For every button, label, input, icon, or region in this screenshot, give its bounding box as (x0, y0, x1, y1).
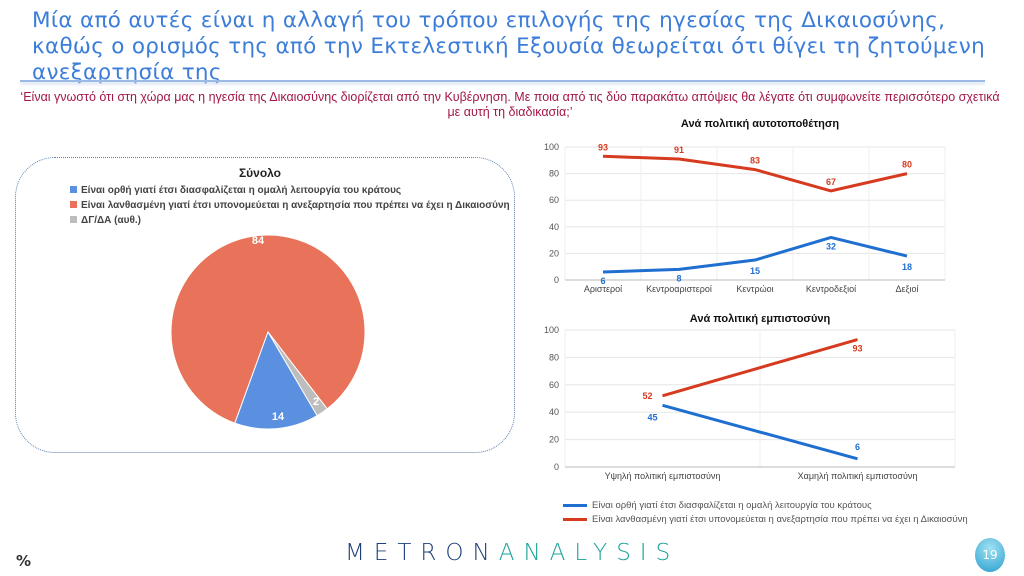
data-label: 8 (676, 273, 681, 283)
data-label: 91 (674, 145, 684, 155)
pie-title: Σύνολο (238, 166, 282, 180)
data-label: 6 (855, 442, 860, 452)
data-label: 45 (647, 412, 657, 422)
y-tick-label: 0 (554, 275, 559, 285)
y-tick-label: 40 (549, 407, 559, 417)
line-chart-trust: 0 20 40 60 80 100 Υψηλή πολιτική εμπιστοσύνη Χα… (544, 325, 956, 481)
pie-slice (170, 234, 366, 424)
pie-slice (234, 330, 318, 430)
series-line-0 (602, 235, 908, 274)
series-line-1 (662, 338, 858, 398)
data-label: 18 (902, 262, 912, 272)
data-label: 6 (600, 276, 605, 286)
series-line-0 (662, 403, 858, 461)
x-tick-label: Αριστεροί (584, 284, 622, 294)
x-tick-label: Δεξιοί (895, 284, 918, 294)
percent-label: % (16, 552, 32, 570)
y-tick-label: 20 (549, 248, 559, 258)
x-tick-label: Κεντροαριστεροί (646, 284, 712, 294)
data-label: 15 (750, 266, 760, 276)
pie-chart: 84 2 14 (170, 234, 366, 430)
y-tick-label: 60 (549, 195, 559, 205)
chart2-title: Ανά πολιτική εμπιστοσύνη (689, 313, 831, 325)
page-number: 19 (975, 538, 1005, 572)
y-tick-label: 100 (544, 142, 559, 152)
data-label: 93 (598, 142, 608, 152)
y-tick-label: 40 (549, 222, 559, 232)
x-tick-label: Υψηλή πολιτική εμπιστοσύνη (605, 471, 721, 481)
data-label: 52 (642, 391, 652, 401)
data-label: 83 (750, 156, 760, 166)
data-label: 67 (826, 177, 836, 187)
pie-legend-item: Είναι ορθή γιατί έτσι διασφαλίζεται η ομ… (70, 185, 401, 196)
x-tick-label: Κεντροδεξιοί (806, 284, 856, 294)
y-tick-label: 20 (549, 435, 559, 445)
slide-title: Μία από αυτές είναι η αλλαγή του τρόπου … (32, 8, 986, 85)
data-label: 32 (826, 241, 836, 251)
y-tick-label: 100 (544, 325, 559, 335)
pie-legend-item: ΔΓ/ΔΑ (αυθ.) (70, 215, 141, 226)
y-tick-label: 0 (554, 462, 559, 472)
line-legend-item: Είναι ορθή γιατί έτσι διασφαλίζεται η ομ… (563, 500, 872, 511)
chart1-title: Ανά πολιτική αυτοτοποθέτηση (680, 118, 840, 130)
line-legend-item: Είναι λανθασμένη γιατί έτσι υπονομεύεται… (563, 514, 968, 525)
series-line-1 (602, 154, 908, 193)
line-chart-ideology: 0 20 40 60 80 100 Αριστεροί Κεντροαριστεροί Κεντ… (544, 142, 946, 294)
metron-analysis-logo: METRONANALYSIS (345, 540, 680, 566)
y-tick-label: 80 (549, 352, 559, 362)
pie-data-label: 14 (272, 411, 285, 423)
x-tick-label: Κεντρώοι (736, 284, 773, 294)
pie-panel (15, 157, 515, 453)
pie-data-label: 84 (252, 235, 265, 247)
y-tick-label: 60 (549, 380, 559, 390)
survey-question: ‘Είναι γνωστό ότι στη χώρα μας η ηγεσία … (20, 90, 1000, 119)
pie-data-label: 2 (313, 396, 319, 408)
data-label: 80 (902, 160, 912, 170)
x-tick-label: Χαμηλή πολιτική εμπιστοσύνη (798, 471, 918, 481)
title-divider (20, 80, 985, 82)
data-label: 93 (852, 344, 862, 354)
pie-legend-item: Είναι λανθασμένη γιατί έτσι υπονομεύεται… (70, 200, 510, 211)
y-tick-label: 80 (549, 169, 559, 179)
